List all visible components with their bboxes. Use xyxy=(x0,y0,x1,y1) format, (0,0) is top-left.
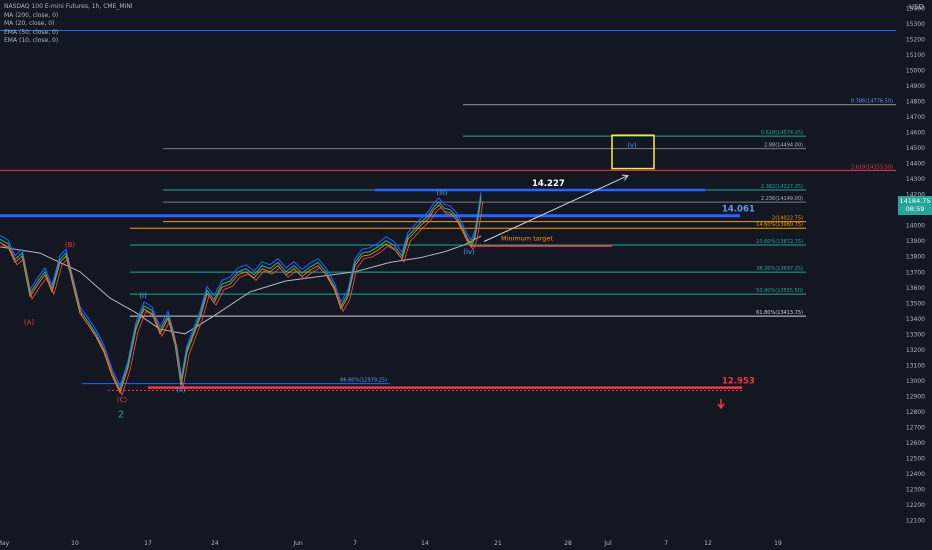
y-tick-label: 12500 xyxy=(906,455,925,462)
y-tick-label: 15100 xyxy=(906,52,925,59)
y-tick-label: 13600 xyxy=(906,285,925,292)
target-arrow xyxy=(483,175,629,242)
legend-ma200[interactable]: MA (200, close, 0) xyxy=(4,11,59,19)
legend-ema10[interactable]: EMA (10, close, 0) xyxy=(4,37,59,45)
level-label: 2.236(14149.00) xyxy=(761,196,803,202)
bar-countdown: 08:59 xyxy=(905,205,925,213)
level-label: 0.786(14776.50) xyxy=(851,99,893,105)
x-tick-label: 14 xyxy=(421,540,429,547)
wave-label: (C) xyxy=(117,396,128,404)
wave-label: (i) xyxy=(139,292,147,300)
level-label: 14.60%(13980.75) xyxy=(756,222,803,228)
y-tick-label: 13500 xyxy=(906,300,925,307)
level-label: 0.618(14574.25) xyxy=(761,130,803,136)
y-tick-label: 13800 xyxy=(906,254,925,261)
x-tick-label: 7 xyxy=(353,540,357,547)
y-tick-label: 12800 xyxy=(906,409,925,416)
level-label: 2(14022.75) xyxy=(772,216,803,222)
price-line xyxy=(0,195,482,392)
ma-200-line xyxy=(0,235,482,335)
y-tick-label: 14300 xyxy=(906,176,925,183)
price-axis[interactable]: 15400 15300 15200 15100 15000 14900 14800 14700… xyxy=(906,6,925,525)
level-label: 38.20%(13697.25) xyxy=(756,266,803,272)
chart-labels: 14.227 14.061 12.953 (B) (A) (C) 2 (i) (ii) (iii)… xyxy=(24,142,755,421)
y-tick-label: 12700 xyxy=(906,424,925,431)
y-tick-label: 14700 xyxy=(906,114,925,121)
x-tick-label: 28 xyxy=(564,540,572,547)
y-tick-label: 14600 xyxy=(906,130,925,137)
indicator-legend: NASDAQ 100 E-mini Futures, 1h, CME_MINI … xyxy=(4,3,133,46)
legend-ma20[interactable]: MA (20, close, 0) xyxy=(4,20,55,28)
target-arrow-head xyxy=(621,174,629,181)
y-tick-label: 12100 xyxy=(906,518,925,525)
x-tick-label: 10 xyxy=(71,540,79,547)
level-value-label: 14.061 xyxy=(722,205,755,215)
y-tick-label: 13900 xyxy=(906,238,925,245)
y-tick-label: 15400 xyxy=(906,6,925,13)
chart-marks xyxy=(0,134,725,410)
y-tick-label: 13000 xyxy=(906,378,925,385)
wave-label: (iv) xyxy=(463,248,475,256)
last-price: 14184.75 xyxy=(899,197,931,205)
currency-label[interactable]: USD xyxy=(909,3,924,11)
last-price-tag: 14184.75 08:59 xyxy=(898,196,932,215)
wave-label: (v) xyxy=(627,142,637,150)
y-tick-label: 12900 xyxy=(906,393,925,400)
time-axis[interactable]: May 10 17 24 Jun 7 14 21 28 Jul 7 12 19 xyxy=(0,540,782,547)
y-tick-label: 12300 xyxy=(906,486,925,493)
y-tick-label: 14500 xyxy=(906,145,925,152)
y-tick-label: 13700 xyxy=(906,269,925,276)
wave-label: (ii) xyxy=(176,386,186,394)
y-tick-label: 12600 xyxy=(906,440,925,447)
ema-10-line xyxy=(0,191,482,388)
level-label: 2.382(14227.25) xyxy=(761,184,803,190)
level-value-label: 14.227 xyxy=(532,179,565,189)
level-label: 86.60%(12979.25) xyxy=(340,378,387,384)
y-tick-label: 13100 xyxy=(906,362,925,369)
level-label: 2.88(14494.00) xyxy=(764,143,803,149)
x-tick-label: 21 xyxy=(494,540,502,547)
y-tick-label: 14200 xyxy=(906,192,925,199)
level-label: 23.60%(13872.75) xyxy=(756,239,803,245)
x-tick-label: 7 xyxy=(664,540,668,547)
wave-label: (A) xyxy=(24,319,35,327)
x-tick-label: 19 xyxy=(774,540,782,547)
x-tick-label: Jul xyxy=(603,540,612,547)
target-box xyxy=(611,134,655,170)
legend-ema50[interactable]: EMA (50, close, 0) xyxy=(4,28,59,36)
wave-label: (B) xyxy=(65,241,76,249)
level-label: 61.80%(13413.75) xyxy=(756,310,803,316)
y-tick-label: 15300 xyxy=(906,21,925,28)
y-tick-label: 13300 xyxy=(906,331,925,338)
y-tick-label: 12200 xyxy=(906,502,925,509)
y-tick-label: 12400 xyxy=(906,471,925,478)
x-tick-label: 12 xyxy=(704,540,712,547)
annotation-text: Minimum target xyxy=(501,234,553,242)
legend-symbol[interactable]: NASDAQ 100 E-mini Futures, 1h, CME_MINI xyxy=(4,3,133,10)
level-label: 50.00%(13555.50) xyxy=(756,288,803,294)
y-tick-label: 14400 xyxy=(906,161,925,168)
y-tick-label: 15200 xyxy=(906,37,925,44)
y-tick-label: 14900 xyxy=(906,83,925,90)
x-tick-label: Jun xyxy=(292,540,303,547)
y-tick-label: 13200 xyxy=(906,347,925,354)
wave-label: (iii) xyxy=(436,189,448,197)
x-tick-label: 24 xyxy=(211,540,219,547)
level-label: 2.618(14353.50) xyxy=(851,164,893,170)
candle-wicks xyxy=(1,201,484,397)
y-tick-label: 15000 xyxy=(906,68,925,75)
y-tick-label: 14800 xyxy=(906,99,925,106)
x-tick-label: 17 xyxy=(144,540,152,547)
wave-label: 2 xyxy=(118,410,124,421)
y-tick-label: 13400 xyxy=(906,316,925,323)
fib-levels: 0.786(14776.50) 0.618(14574.25) 2.88(14494… xyxy=(0,29,896,391)
level-value-label: 12.953 xyxy=(722,377,755,387)
y-tick-label: 14000 xyxy=(906,223,925,230)
x-tick-label: May xyxy=(0,540,10,547)
down-arrow-head xyxy=(717,403,725,410)
